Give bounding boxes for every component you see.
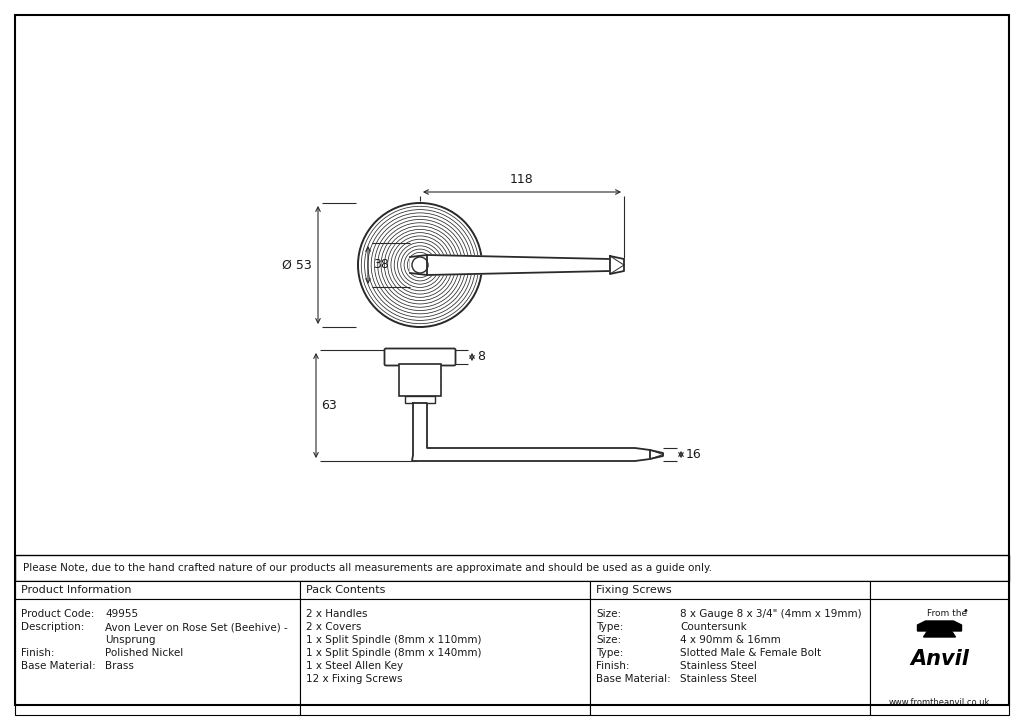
Text: Countersunk: Countersunk: [680, 622, 746, 632]
Text: Base Material:: Base Material:: [596, 674, 671, 684]
Text: 2 x Handles: 2 x Handles: [306, 609, 368, 619]
Text: 118: 118: [510, 173, 534, 186]
Text: Size:: Size:: [596, 635, 622, 645]
Text: Size:: Size:: [596, 609, 622, 619]
FancyBboxPatch shape: [384, 348, 456, 366]
Circle shape: [412, 257, 428, 273]
Bar: [406, 396, 435, 403]
Text: Unsprung: Unsprung: [105, 635, 156, 645]
Text: Type:: Type:: [596, 622, 624, 632]
Polygon shape: [427, 255, 610, 275]
Polygon shape: [412, 403, 650, 461]
Text: Brass: Brass: [105, 661, 134, 671]
Text: www.fromtheanvil.co.uk: www.fromtheanvil.co.uk: [889, 698, 990, 707]
Bar: [590, 581, 870, 599]
Bar: [870, 581, 1009, 599]
Text: Product Information: Product Information: [22, 585, 131, 595]
Text: Please Note, due to the hand crafted nature of our products all measurements are: Please Note, due to the hand crafted nat…: [23, 563, 712, 573]
Text: 2 x Covers: 2 x Covers: [306, 622, 361, 632]
Text: 63: 63: [321, 399, 337, 412]
Text: Finish:: Finish:: [22, 648, 54, 658]
Text: Type:: Type:: [596, 648, 624, 658]
Text: 49955: 49955: [105, 609, 138, 619]
Text: 38: 38: [373, 258, 389, 271]
Text: Finish:: Finish:: [596, 661, 630, 671]
Polygon shape: [924, 631, 955, 637]
Text: Stainless Steel: Stainless Steel: [680, 661, 757, 671]
Text: 1 x Split Spindle (8mm x 140mm): 1 x Split Spindle (8mm x 140mm): [306, 648, 481, 658]
Polygon shape: [410, 255, 427, 275]
Text: 16: 16: [686, 448, 701, 461]
Text: Base Material:: Base Material:: [22, 661, 96, 671]
Bar: [590, 599, 870, 715]
Text: 1 x Split Spindle (8mm x 110mm): 1 x Split Spindle (8mm x 110mm): [306, 635, 481, 645]
Text: 4 x 90mm & 16mm: 4 x 90mm & 16mm: [680, 635, 780, 645]
Text: •: •: [963, 606, 969, 616]
Bar: [300, 581, 590, 599]
Text: 8 x Gauge 8 x 3/4" (4mm x 19mm): 8 x Gauge 8 x 3/4" (4mm x 19mm): [680, 609, 861, 619]
Bar: [870, 599, 1009, 715]
Text: 8: 8: [477, 351, 485, 364]
Bar: [300, 599, 590, 715]
Bar: [15, 599, 300, 715]
Text: Pack Contents: Pack Contents: [306, 585, 385, 595]
Polygon shape: [918, 621, 962, 631]
Text: From the: From the: [928, 608, 968, 618]
Text: 1 x Steel Allen Key: 1 x Steel Allen Key: [306, 661, 403, 671]
Text: Anvil: Anvil: [910, 649, 969, 669]
Text: Product Code:: Product Code:: [22, 609, 94, 619]
Bar: [399, 364, 441, 396]
Text: Avon Lever on Rose Set (Beehive) -: Avon Lever on Rose Set (Beehive) -: [105, 622, 288, 632]
Text: Description:: Description:: [22, 622, 84, 632]
Text: Slotted Male & Female Bolt: Slotted Male & Female Bolt: [680, 648, 821, 658]
Text: Polished Nickel: Polished Nickel: [105, 648, 183, 658]
Text: 12 x Fixing Screws: 12 x Fixing Screws: [306, 674, 402, 684]
Bar: [15, 555, 1009, 581]
Polygon shape: [610, 256, 624, 274]
Text: Stainless Steel: Stainless Steel: [680, 674, 757, 684]
Text: Fixing Screws: Fixing Screws: [596, 585, 672, 595]
Bar: [15, 581, 300, 599]
Text: Ø 53: Ø 53: [283, 258, 312, 271]
Polygon shape: [650, 450, 663, 459]
